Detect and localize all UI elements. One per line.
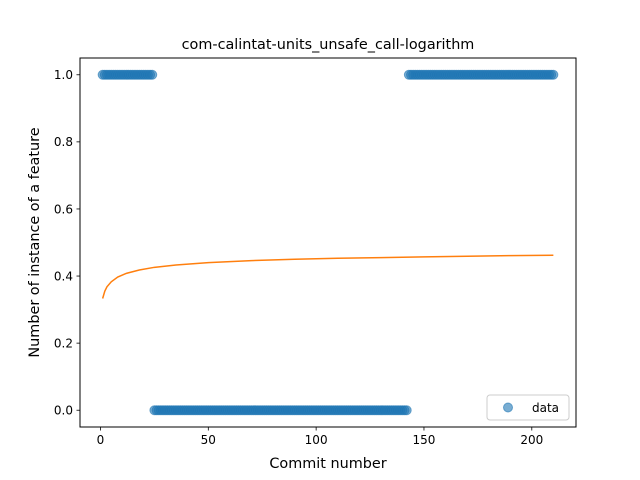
fit-line xyxy=(101,254,554,299)
legend: data xyxy=(486,394,570,421)
data-point xyxy=(401,405,412,416)
x-tick-label: 50 xyxy=(201,433,216,447)
x-tick-label: 100 xyxy=(305,433,328,447)
y-tick-label: 0.4 xyxy=(54,269,73,283)
legend-label-data: data xyxy=(532,401,559,415)
data-point xyxy=(147,69,158,80)
x-tick-label: 0 xyxy=(97,433,105,447)
y-tick-label: 0.6 xyxy=(54,202,73,216)
x-tick-label: 150 xyxy=(413,433,436,447)
legend-marker-data xyxy=(503,402,513,413)
y-tick-label: 0.0 xyxy=(54,404,73,418)
chart-title: com-calintat-units_unsafe_call-logarithm xyxy=(182,37,475,53)
x-tick-label: 200 xyxy=(520,433,543,447)
data-point xyxy=(548,69,559,80)
x-axis-label: Commit number xyxy=(269,456,386,472)
axis-ticks: 0 50 100 150 200 0.0 0.2 0.4 0.6 0.8 1.0 xyxy=(54,68,543,447)
legend-box xyxy=(486,394,570,421)
y-tick-label: 1.0 xyxy=(54,68,73,82)
y-tick-label: 0.8 xyxy=(54,135,73,149)
plot-area xyxy=(97,69,559,416)
y-tick-label: 0.2 xyxy=(54,336,73,350)
y-axis-label: Number of instance of a feature xyxy=(27,127,43,357)
plot-frame xyxy=(79,57,577,428)
